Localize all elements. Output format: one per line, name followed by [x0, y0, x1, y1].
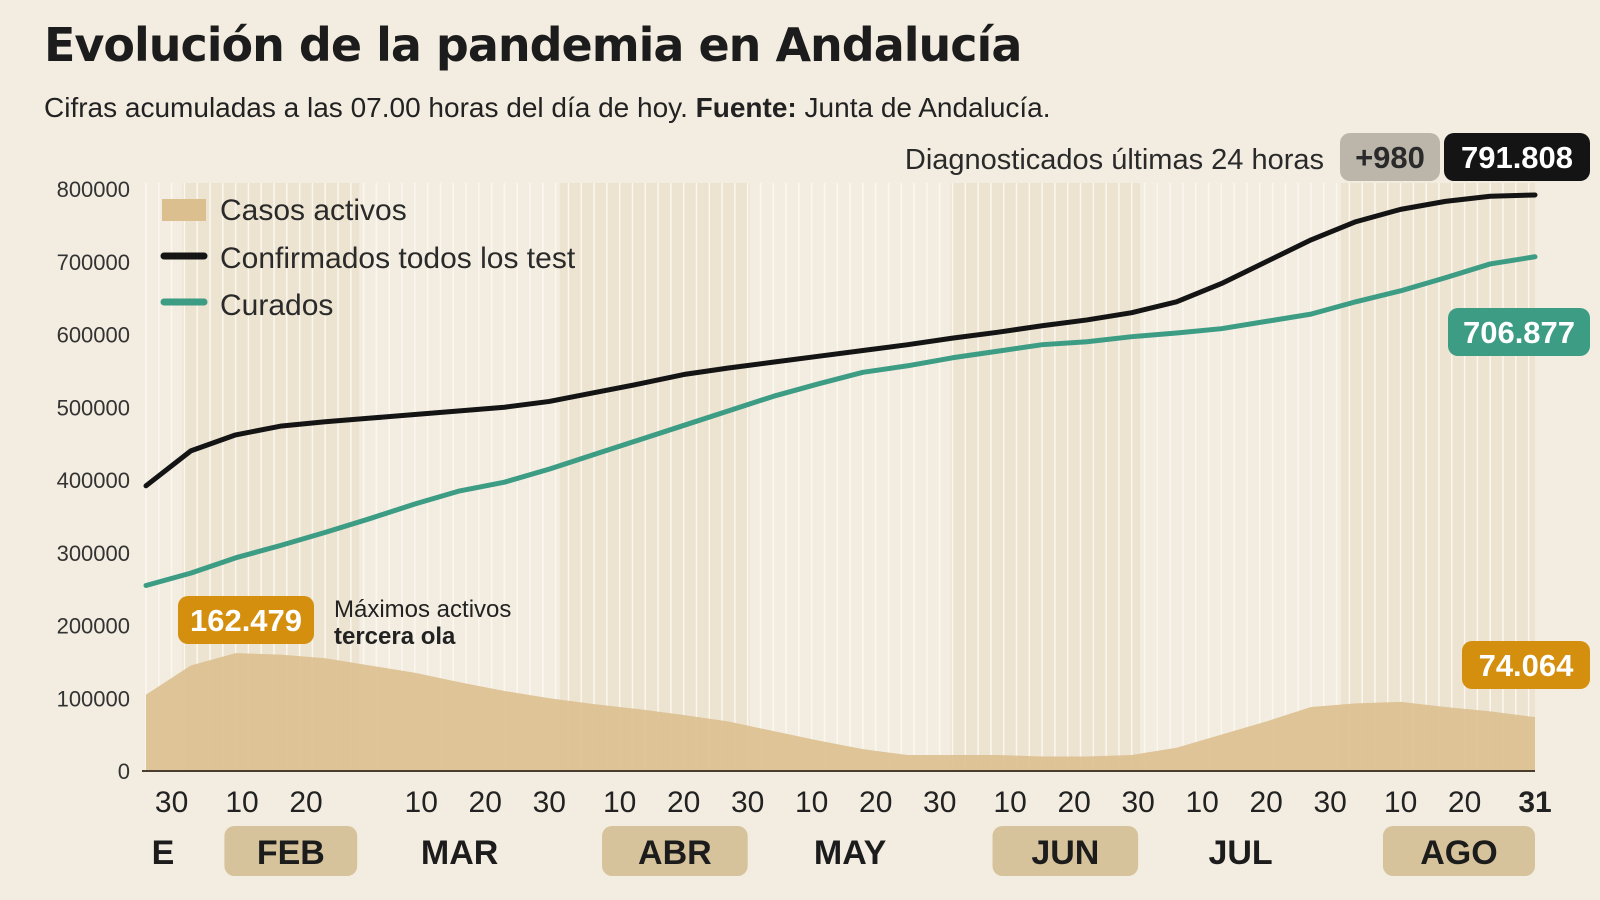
cured-last-badge: 706.877	[1463, 315, 1575, 350]
y-tick-label: 200000	[57, 614, 130, 639]
y-tick-label: 100000	[57, 686, 130, 711]
peak-badge: 162.479	[190, 603, 302, 638]
x-tick-label: 10	[1384, 786, 1417, 819]
x-tick-label: 30	[155, 786, 188, 819]
month-label: FEB	[257, 834, 325, 872]
chart-subtitle: Cifras acumuladas a las 07.00 horas del …	[44, 92, 1051, 124]
y-tick-label: 400000	[57, 468, 130, 493]
active-last-badge-bg	[1462, 641, 1590, 689]
legend-label: Curados	[220, 289, 333, 322]
chart-title: Evolución de la pandemia en Andalucía	[44, 18, 1022, 72]
cured-last-badge-bg	[1448, 308, 1590, 356]
y-tick-label: 500000	[57, 395, 130, 420]
y-tick-label: 0	[118, 759, 130, 784]
month-label: MAY	[814, 834, 887, 872]
legend-swatch-activos	[162, 199, 206, 221]
month-label: AGO	[1420, 834, 1497, 872]
delta-badge-bg	[1340, 133, 1440, 181]
delta-label: Diagnosticados últimas 24 horas	[905, 144, 1324, 176]
x-tick-label: 20	[1057, 786, 1090, 819]
x-tick-label: 30	[533, 786, 566, 819]
peak-annotation-line1: Máximos activos	[334, 596, 511, 623]
subtitle-text: Cifras acumuladas a las 07.00 horas del …	[44, 92, 688, 123]
month-label: ABR	[638, 834, 712, 872]
confirmed-last-badge-bg	[1444, 133, 1590, 181]
month-band	[224, 826, 358, 876]
month-label: JUL	[1208, 834, 1272, 872]
x-tick-label: 10	[993, 786, 1026, 819]
month-label: E	[152, 834, 175, 872]
month-label: JUN	[1031, 834, 1099, 872]
x-tick-label: 20	[469, 786, 502, 819]
peak-annotation-line2: tercera ola	[334, 623, 456, 650]
source-label: Fuente:	[695, 92, 797, 123]
month-band	[602, 826, 748, 876]
y-tick-label: 600000	[57, 323, 130, 348]
x-tick-label: 30	[1121, 786, 1154, 819]
x-tick-label: 20	[859, 786, 892, 819]
month-band	[1382, 826, 1535, 876]
x-tick-label: 30	[1313, 786, 1346, 819]
month-band	[992, 826, 1139, 876]
x-tick-label: 10	[225, 786, 258, 819]
source-text: Junta de Andalucía.	[804, 92, 1051, 123]
x-tick-label: 10	[795, 786, 828, 819]
confirmed-last-badge: 791.808	[1461, 140, 1573, 175]
legend-label: Confirmados todos los test	[220, 242, 576, 275]
legend-label: Casos activos	[220, 194, 407, 227]
x-tick-label: 10	[405, 786, 438, 819]
peak-badge-bg	[178, 596, 314, 644]
month-shade	[560, 183, 750, 771]
x-tick-label: 20	[289, 786, 322, 819]
y-tick-label: 800000	[57, 177, 130, 202]
x-tick-label: 10	[603, 786, 636, 819]
month-shade	[950, 183, 1141, 771]
x-tick-label: 10	[1185, 786, 1218, 819]
month-label: MAR	[421, 834, 498, 872]
x-tick-label: 30	[731, 786, 764, 819]
active-last-badge: 74.064	[1479, 648, 1575, 683]
series-line-confirmados	[143, 192, 1538, 489]
delta-badge: +980	[1355, 140, 1425, 175]
series-area-casos-activos	[146, 653, 1535, 771]
x-tick-label: 31	[1518, 786, 1551, 819]
x-tick-label: 20	[1448, 786, 1481, 819]
x-tick-label: 30	[923, 786, 956, 819]
series-line-curados	[143, 254, 1538, 588]
y-tick-label: 300000	[57, 541, 130, 566]
x-tick-label: 20	[1249, 786, 1282, 819]
y-tick-label: 700000	[57, 250, 130, 275]
x-tick-label: 20	[667, 786, 700, 819]
